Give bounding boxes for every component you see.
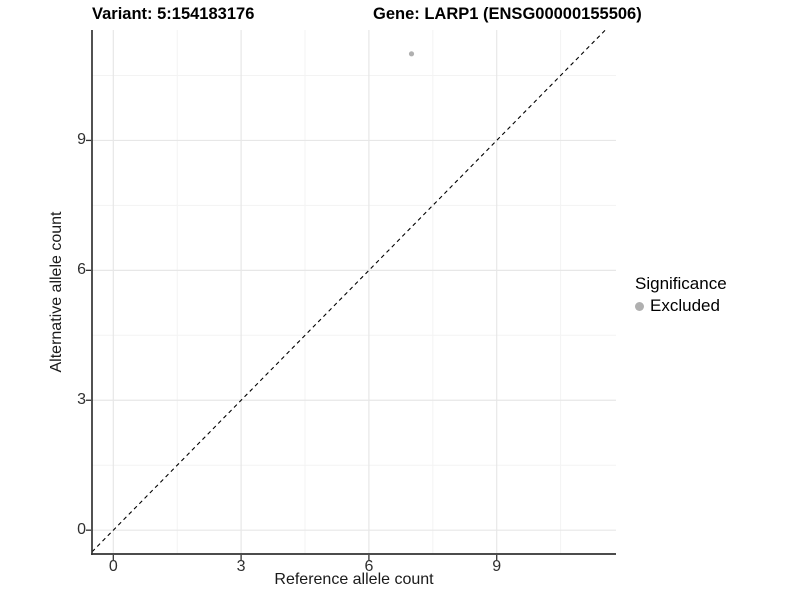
- y-axis-label: Alternative allele count: [48, 211, 65, 373]
- excluded-point-swatch: [635, 301, 644, 311]
- gene-title: Gene: LARP1 (ENSG00000155506): [373, 5, 642, 23]
- legend-item-excluded: Excluded: [635, 296, 727, 316]
- identity-reference-line: [91, 29, 606, 553]
- variant-title: Variant: 5:154183176: [92, 5, 255, 23]
- x-axis-label: Reference allele count: [274, 571, 434, 588]
- y-tick-label: 9: [77, 131, 86, 149]
- y-tick-label: 0: [77, 521, 86, 539]
- y-tick-label: 6: [77, 261, 86, 279]
- legend-title: Significance: [635, 274, 727, 293]
- x-tick-label: 3: [236, 558, 246, 575]
- legend: Significance Excluded: [635, 274, 727, 316]
- x-tick-label: 6: [364, 558, 374, 575]
- legend-item-label: Excluded: [650, 296, 720, 315]
- x-tick-label: 0: [108, 558, 118, 575]
- data-point: [408, 51, 415, 57]
- x-tick-label: 9: [492, 558, 502, 575]
- y-tick-label: 3: [77, 391, 86, 409]
